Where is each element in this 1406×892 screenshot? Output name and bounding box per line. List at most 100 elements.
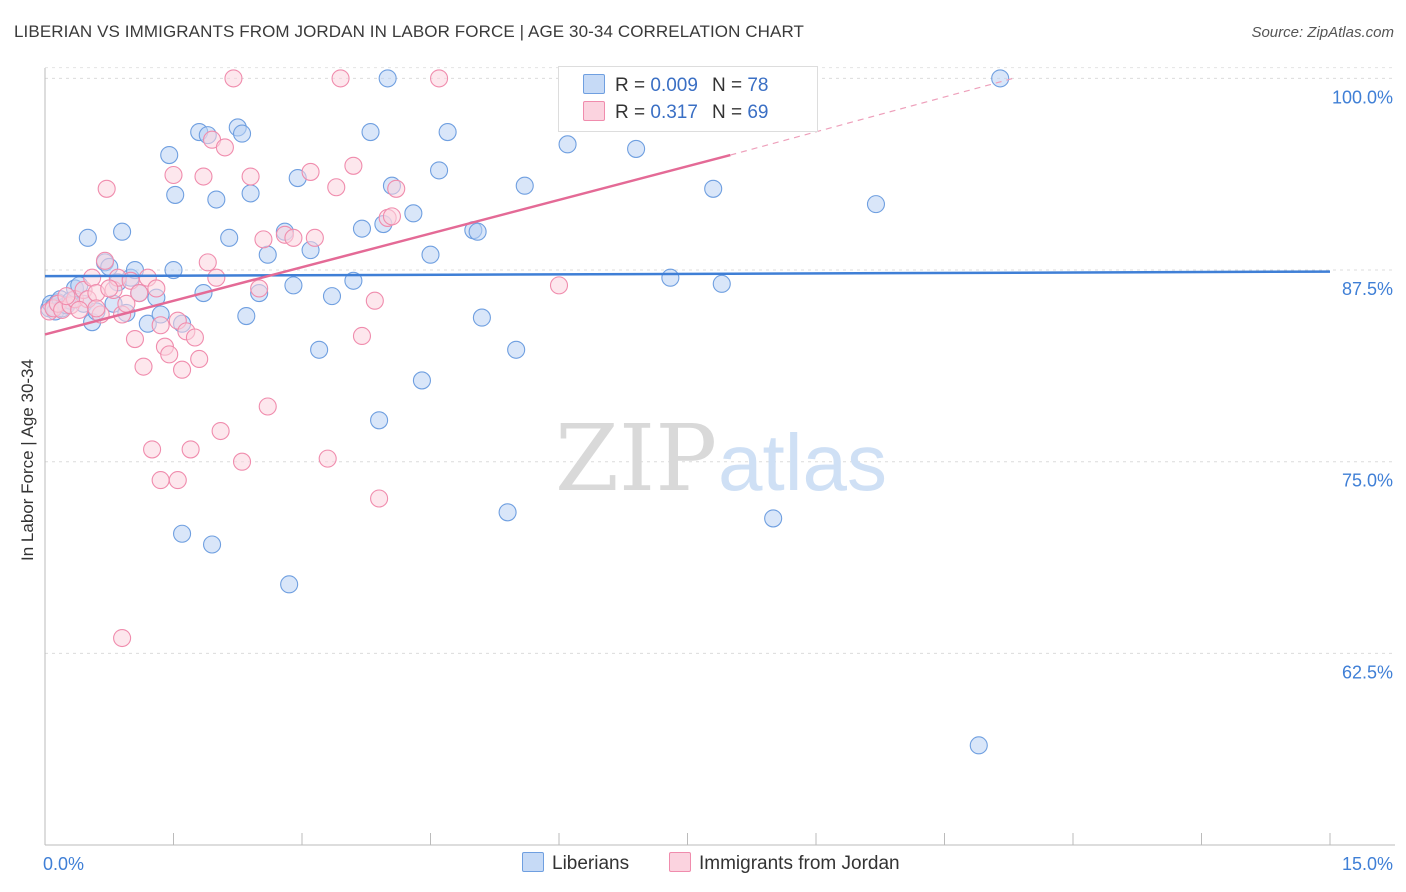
chart-title: LIBERIAN VS IMMIGRANTS FROM JORDAN IN LA…: [14, 22, 805, 41]
point-jordan: [151, 471, 170, 490]
watermark-zip: ZIP: [555, 405, 717, 512]
point-jordan: [224, 69, 243, 88]
point-jordan: [232, 452, 252, 471]
watermark: ZIP atlas: [555, 405, 887, 512]
point-liberians: [704, 179, 723, 198]
axes: [44, 68, 1395, 846]
point-liberians: [344, 271, 363, 290]
point-jordan: [352, 326, 372, 346]
point-liberians: [280, 575, 299, 594]
point-jordan: [130, 283, 149, 303]
legend-row-liberians: R = 0.009 N = 78: [583, 74, 768, 100]
point-jordan: [164, 165, 183, 185]
point-liberians: [113, 222, 132, 241]
point-liberians: [498, 503, 517, 522]
bottom-legend-label: Liberians: [552, 853, 630, 874]
point-jordan: [365, 291, 384, 310]
point-jordan: [70, 300, 89, 319]
legend-n-value: 78: [747, 75, 769, 96]
point-jordan: [344, 156, 363, 175]
point-jordan: [318, 449, 337, 468]
trend-lines: [44, 77, 1331, 336]
point-liberians: [712, 274, 731, 293]
point-jordan: [95, 251, 115, 270]
point-liberians: [661, 268, 680, 287]
point-jordan: [258, 397, 277, 416]
bottom-legend-jordan: Immigrants from Jordan: [669, 852, 900, 875]
point-jordan: [331, 69, 350, 88]
trend-line-jordan-extension: [730, 77, 1014, 156]
point-liberians: [468, 222, 487, 241]
source-credit: Source: ZipAtlas.com: [1251, 24, 1394, 41]
point-liberians: [237, 306, 256, 326]
point-jordan: [125, 329, 144, 349]
legend-swatch-blue: [583, 74, 605, 94]
legend-r-value: 0.009: [650, 75, 698, 96]
point-liberians: [232, 124, 252, 143]
point-liberians: [166, 185, 185, 204]
point-jordan: [370, 489, 389, 508]
point-jordan: [147, 279, 166, 298]
point-liberians: [361, 123, 380, 142]
y-tick-label: 62.5%: [1342, 662, 1393, 682]
trend-line-jordan: [44, 153, 731, 336]
bottom-legend-swatch-blue: [522, 852, 544, 872]
point-liberians: [969, 736, 988, 755]
point-liberians: [404, 204, 423, 223]
point-jordan: [181, 440, 200, 459]
bottom-legend-swatch-pink: [669, 852, 691, 872]
point-liberians: [412, 371, 431, 390]
point-jordan: [151, 316, 170, 335]
legend-swatch-pink: [583, 101, 605, 121]
point-liberians: [472, 308, 491, 327]
point-jordan: [143, 440, 162, 459]
point-jordan: [168, 471, 187, 490]
y-tick-label: 75.0%: [1342, 471, 1393, 491]
x-tick-label-start: 0.0%: [43, 854, 84, 874]
point-liberians: [370, 411, 389, 430]
legend-r-label: R =: [615, 102, 646, 123]
point-jordan: [87, 299, 106, 318]
point-jordan: [83, 268, 102, 287]
point-jordan: [57, 287, 76, 306]
tick-labels: 62.5% 75.0% 87.5% 100.0% 0.0% 15.0%: [43, 87, 1393, 874]
y-axis-label: In Labor Force | Age 30-34: [18, 359, 37, 561]
point-jordan: [207, 268, 226, 287]
point-jordan: [250, 279, 269, 298]
point-liberians: [310, 340, 329, 359]
point-liberians: [515, 176, 534, 195]
point-liberians: [78, 228, 97, 247]
point-jordan: [254, 230, 273, 249]
point-liberians: [164, 260, 183, 280]
legend-r-value: 0.317: [650, 102, 698, 123]
point-liberians: [991, 69, 1010, 88]
point-jordan: [382, 207, 402, 226]
bottom-legend-liberians: Liberians: [522, 852, 629, 875]
point-liberians: [438, 123, 457, 142]
point-jordan: [215, 138, 234, 157]
grid-lines: [45, 67, 1395, 654]
point-jordan: [198, 253, 217, 272]
legend-row-jordan: R = 0.317 N = 69: [583, 101, 768, 127]
legend-n-label: N =: [711, 102, 743, 123]
point-jordan: [211, 421, 230, 441]
point-jordan: [134, 357, 153, 376]
bottom-legend-label: Immigrants from Jordan: [699, 853, 900, 874]
point-jordan: [430, 69, 449, 88]
legend: R = 0.009 N = 78 R = 0.317 N = 69: [558, 66, 818, 132]
point-jordan: [327, 178, 346, 197]
point-liberians: [220, 228, 239, 247]
point-jordan: [301, 162, 320, 181]
legend-n-label: N =: [711, 75, 743, 96]
point-liberians: [507, 340, 526, 359]
trend-line-liberians: [44, 270, 1331, 278]
point-liberians: [258, 245, 277, 264]
point-liberians: [421, 245, 440, 264]
point-jordan: [194, 167, 213, 186]
point-jordan: [100, 279, 119, 298]
legend-r-label: R =: [615, 75, 646, 96]
point-jordan: [387, 179, 406, 198]
legend-n-value: 69: [747, 102, 769, 123]
point-jordan: [305, 228, 324, 247]
